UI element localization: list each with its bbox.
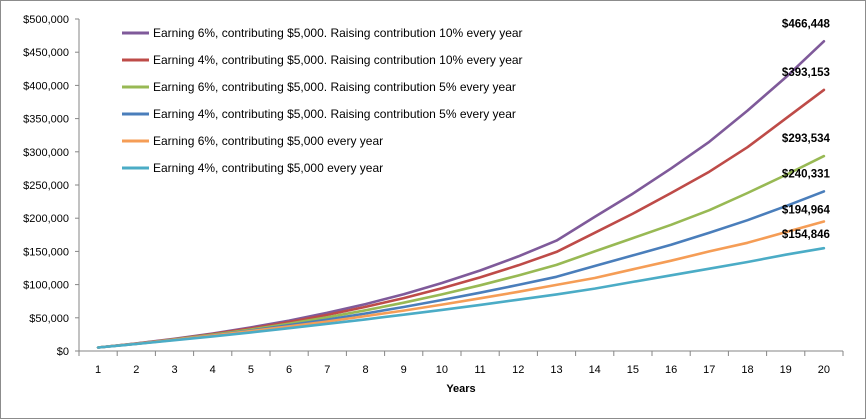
x-tick-label: 3 — [171, 364, 177, 376]
x-tick-label: 20 — [818, 364, 830, 376]
x-tick-label: 12 — [512, 364, 524, 376]
x-tick-label: 17 — [703, 364, 715, 376]
y-axis-ticks: $0 $50,000 $100,000 $150,000 $200,000 $250,00… — [23, 14, 79, 358]
x-tick-label: 19 — [780, 364, 792, 376]
legend: Earning 6%, contributing $5,000. Raising… — [122, 26, 523, 175]
x-tick-label: 13 — [550, 364, 562, 376]
x-tick-label: 7 — [324, 364, 330, 376]
x-tick-label: 15 — [627, 364, 639, 376]
y-tick-label: $100,000 — [23, 280, 69, 292]
series-line — [96, 88, 826, 349]
y-tick-label: $250,000 — [23, 180, 69, 192]
legend-entry: Earning 4%, contributing $5,000 every ye… — [153, 161, 383, 175]
series-line — [96, 220, 826, 349]
x-tick-label: 1 — [95, 364, 101, 376]
end-value-label: $466,448 — [782, 18, 831, 30]
series-line — [96, 154, 826, 349]
y-tick-label: $50,000 — [29, 313, 69, 325]
x-tick-label: 10 — [436, 364, 448, 376]
x-tick-label: 5 — [248, 364, 254, 376]
end-labels: $466,448 $393,153 $293,534 $240,331 $194,964… — [782, 18, 831, 241]
legend-entry: Earning 4%, contributing $5,000. Raising… — [153, 53, 523, 67]
end-value-label: $154,846 — [782, 229, 830, 241]
series-lines — [96, 39, 826, 349]
end-value-label: $393,153 — [782, 67, 830, 79]
y-tick-label: $500,000 — [23, 14, 69, 26]
x-tick-label: 8 — [362, 364, 368, 376]
y-tick-label: $0 — [57, 346, 69, 358]
x-tick-label: 14 — [589, 364, 601, 376]
end-value-label: $194,964 — [782, 205, 831, 217]
series-line — [96, 190, 826, 349]
x-tick-label: 6 — [286, 364, 292, 376]
y-tick-label: $200,000 — [23, 213, 69, 225]
x-tick-label: 2 — [133, 364, 139, 376]
legend-entry: Earning 6%, contributing $5,000. Raising… — [153, 80, 516, 94]
legend-entry: Earning 4%, contributing $5,000. Raising… — [153, 107, 516, 121]
end-value-label: $293,534 — [782, 133, 831, 145]
x-tick-label: 18 — [741, 364, 753, 376]
x-axis-title: Years — [446, 383, 475, 395]
x-tick-label: 16 — [665, 364, 677, 376]
y-tick-label: $450,000 — [23, 47, 69, 59]
x-axis-ticks: 1 2 3 4 5 6 7 8 9 10 11 12 13 14 15 16 17 18 19 20 — [78, 351, 844, 376]
y-tick-label: $150,000 — [23, 246, 69, 258]
x-tick-label: 9 — [401, 364, 407, 376]
y-tick-label: $300,000 — [23, 147, 69, 159]
y-tick-label: $400,000 — [23, 80, 69, 92]
series-line — [96, 246, 826, 349]
end-value-label: $240,331 — [782, 168, 831, 180]
y-tick-label: $350,000 — [23, 114, 69, 126]
x-tick-label: 4 — [210, 364, 216, 376]
legend-entry: Earning 6%, contributing $5,000. Raising… — [153, 26, 523, 40]
x-tick-label: 11 — [474, 364, 485, 376]
legend-entry: Earning 6%, contributing $5,000 every ye… — [153, 134, 383, 148]
